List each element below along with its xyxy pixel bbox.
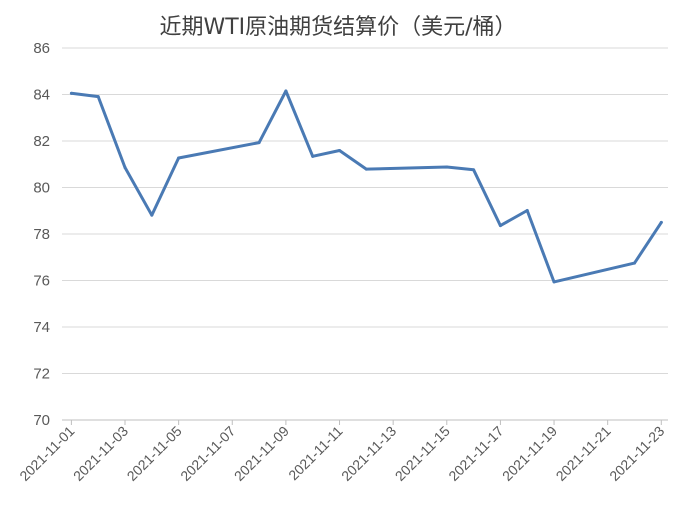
- gridlines: [62, 47, 668, 374]
- x-tick-label: 2021-11-01: [16, 423, 77, 484]
- series-layer: [69, 89, 663, 284]
- data-point: [659, 220, 663, 224]
- series-line: [69, 89, 663, 284]
- y-tick-label: 78: [33, 226, 50, 243]
- x-tick-label: 2021-11-21: [553, 423, 614, 484]
- data-point: [177, 156, 181, 160]
- x-tick-label: 2021-11-09: [231, 423, 292, 484]
- data-point: [311, 154, 315, 158]
- y-tick-label: 82: [33, 133, 50, 150]
- data-point: [364, 167, 368, 171]
- data-point: [338, 149, 342, 153]
- data-point: [150, 213, 154, 217]
- y-tick-label: 74: [33, 319, 50, 336]
- y-tick-label: 76: [33, 273, 50, 290]
- y-tick-label: 84: [33, 87, 50, 104]
- data-point: [552, 280, 556, 284]
- data-point: [96, 95, 100, 99]
- x-tick-label: 2021-11-19: [499, 423, 560, 484]
- data-point: [123, 166, 127, 170]
- x-tick-label: 2021-11-03: [70, 423, 131, 484]
- data-point: [498, 224, 502, 228]
- y-tick-label: 86: [33, 40, 50, 57]
- y-tick-label: 72: [33, 366, 50, 383]
- x-tick-label: 2021-11-23: [606, 423, 667, 484]
- data-point: [284, 89, 288, 93]
- data-point: [69, 91, 73, 95]
- x-tick-label: 2021-11-07: [177, 423, 238, 484]
- x-tick-label: 2021-11-13: [338, 423, 399, 484]
- y-tick-label: 80: [33, 180, 50, 197]
- y-axis-ticks: 70 72 74 76 78 80 82 84 86: [33, 40, 50, 429]
- x-axis: 2021-11-012021-11-032021-11-052021-11-07…: [16, 419, 668, 484]
- x-tick-label: 2021-11-17: [445, 423, 506, 484]
- chart-title: 近期WTI原油期货结算价（美元/桶）: [159, 15, 516, 40]
- data-point: [632, 261, 636, 265]
- data-point: [472, 168, 476, 172]
- y-tick-label: 70: [33, 412, 50, 429]
- x-tick-label: 2021-11-05: [124, 423, 185, 484]
- data-point: [445, 165, 449, 169]
- x-tick-label: 2021-11-11: [285, 423, 346, 484]
- data-point: [525, 209, 529, 213]
- x-tick-label: 2021-11-15: [392, 423, 453, 484]
- data-point: [257, 141, 261, 145]
